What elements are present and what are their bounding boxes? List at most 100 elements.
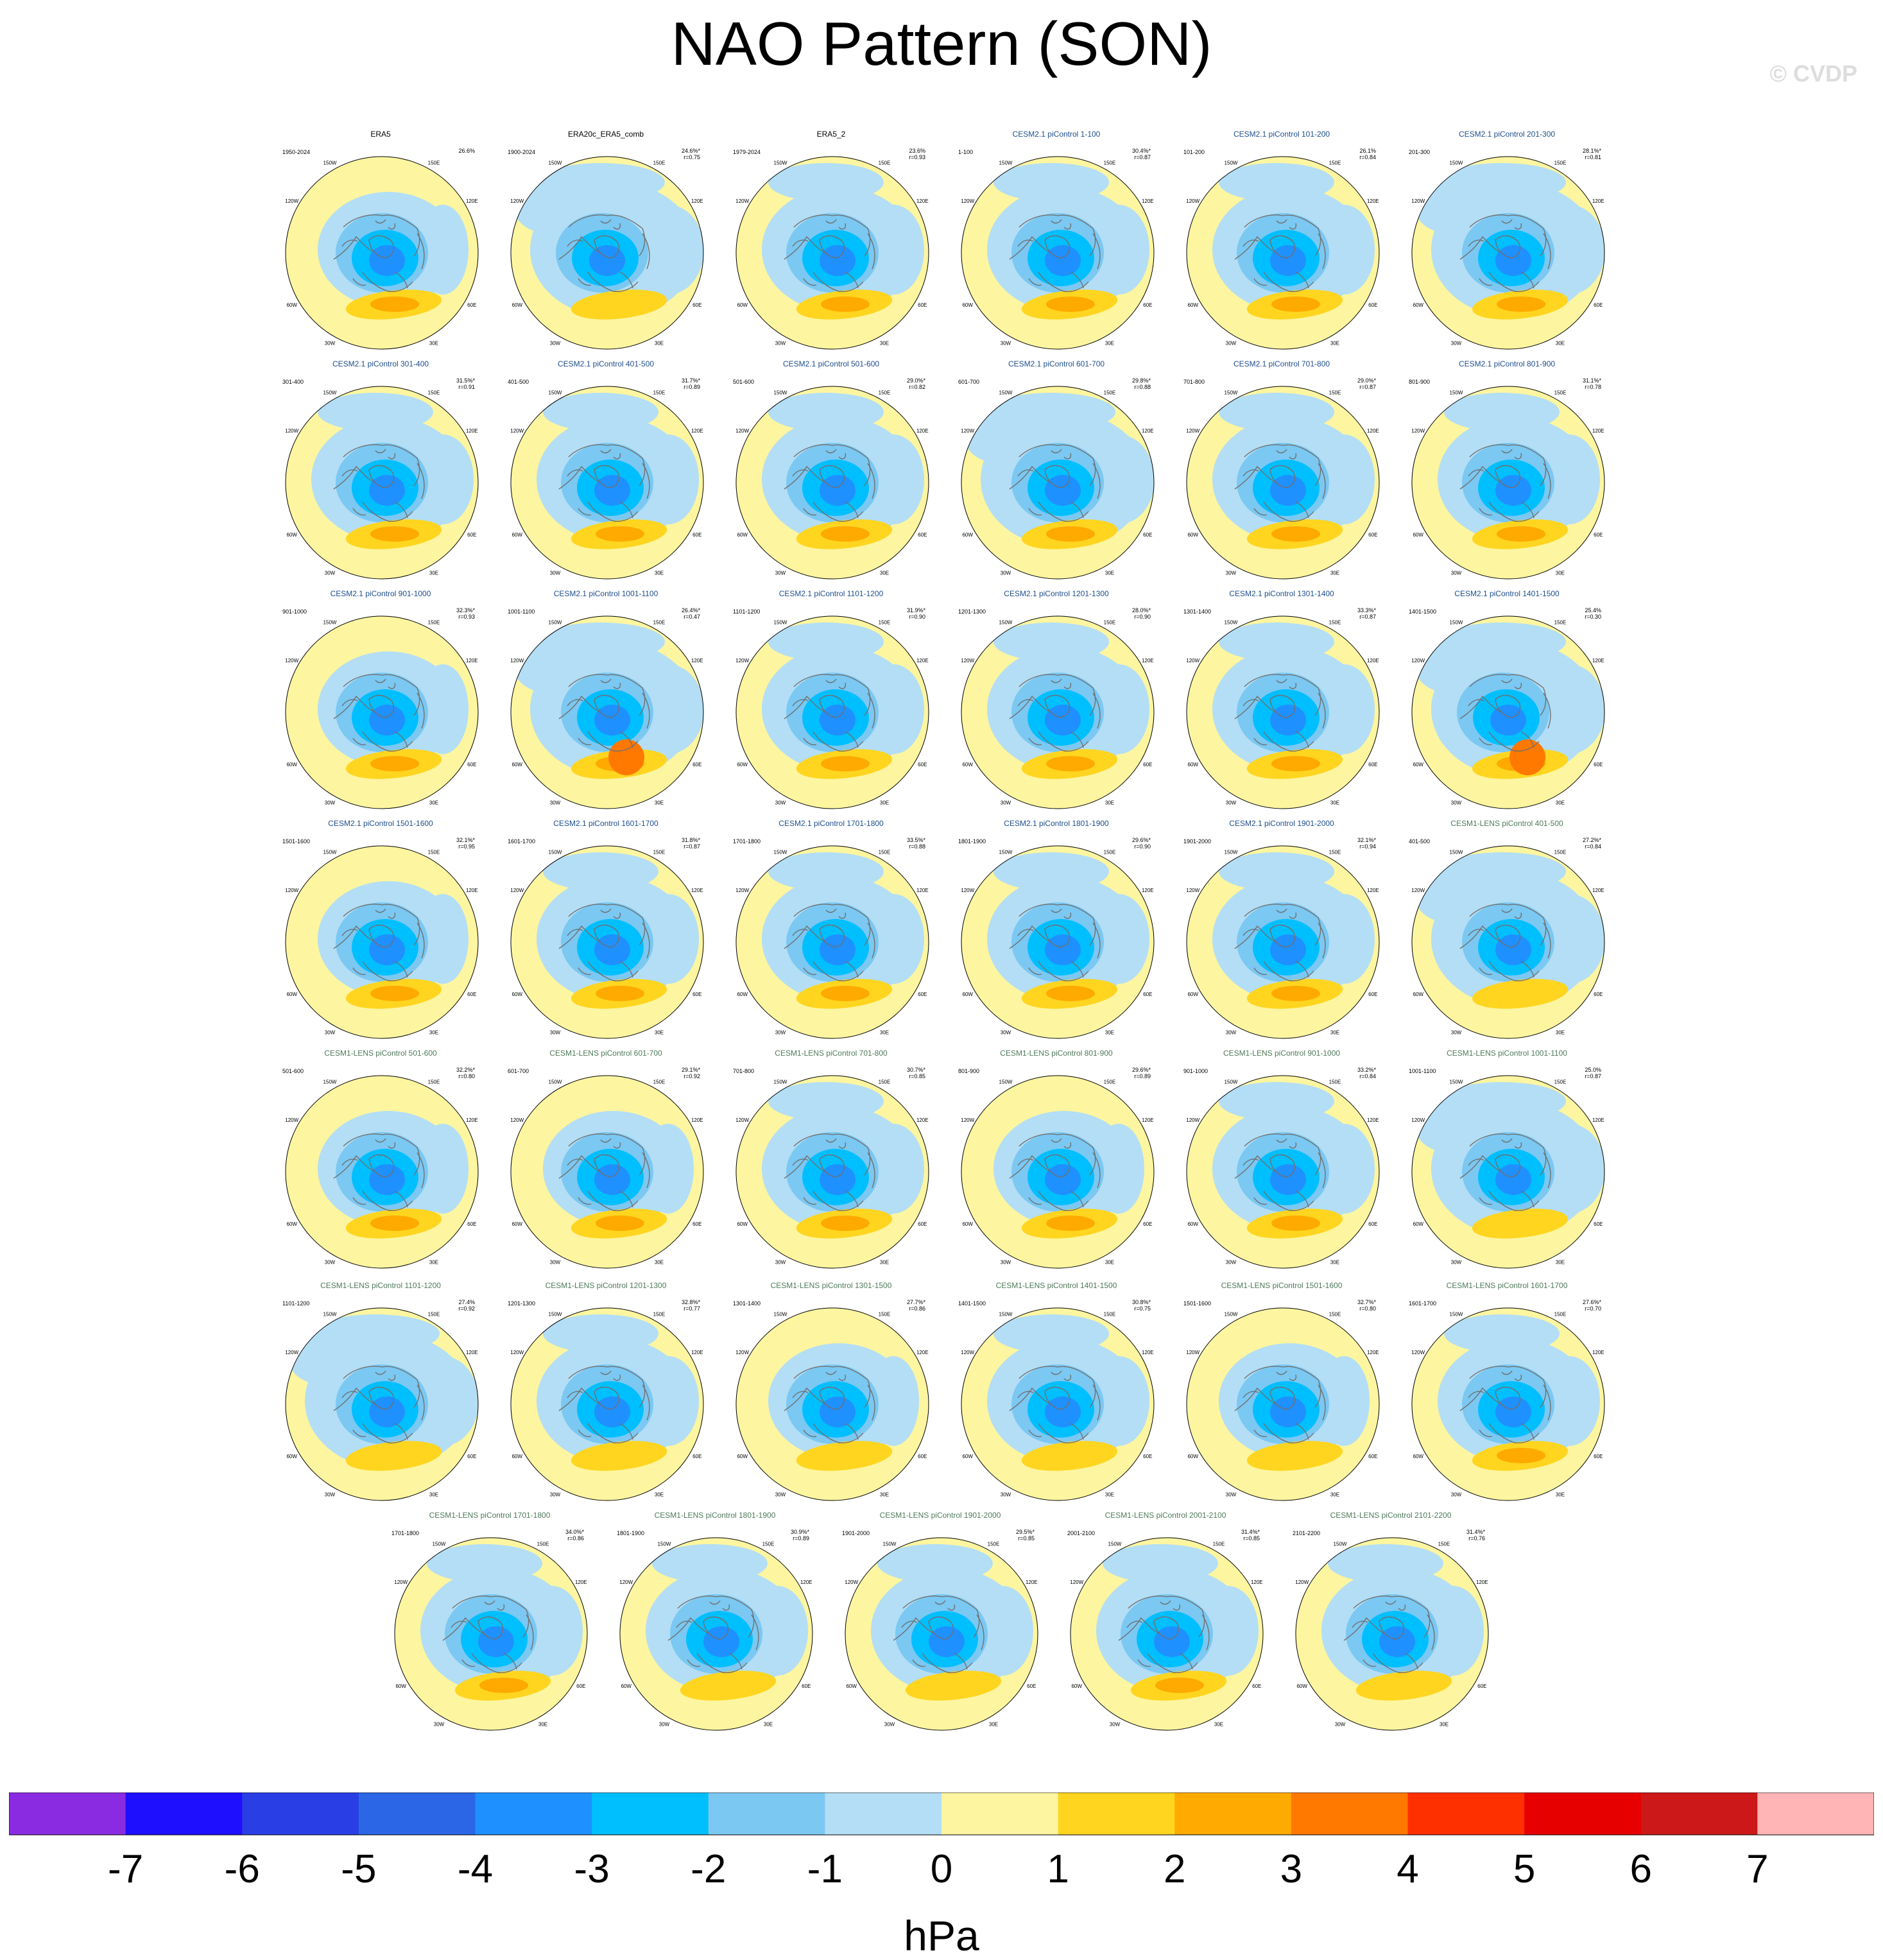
- map-border: [961, 386, 1155, 580]
- positive-anomaly-region: [370, 756, 419, 771]
- panel-pattern-correlation: r=0.77: [684, 1305, 700, 1312]
- panel-variance-stats: 31.5%* r=0.91: [456, 377, 475, 390]
- coastline: [934, 1600, 956, 1611]
- coastline: [793, 674, 871, 716]
- polar-map: 180150E120E90E60E30E030W60W90W120W150W: [1186, 1075, 1380, 1269]
- longitude-label: 150W: [1450, 850, 1463, 855]
- panel-years: 1979-2024: [733, 149, 761, 155]
- longitude-label: 120E: [916, 888, 929, 893]
- colorbar: -7 -6 -5 -4 -3 -2 -1 0 1 2 3 4 5 6 7: [9, 1792, 1874, 1891]
- polar-map: 180150E120E90E60E30E030W60W90W120W150W: [1411, 845, 1605, 1039]
- longitude-label: 150E: [988, 1542, 1000, 1547]
- coastline: [793, 214, 871, 257]
- colorbar-segment: [825, 1792, 942, 1835]
- panel-percent-variance: 31.9%*: [906, 607, 925, 614]
- longitude-label: 60E: [1143, 1221, 1152, 1227]
- negative-anomaly-core: [1045, 1164, 1081, 1195]
- longitude-label: 120E: [916, 428, 929, 434]
- positive-anomaly-region: [1246, 1441, 1343, 1471]
- colorbar-segment: [9, 1792, 126, 1835]
- longitude-label: 120W: [735, 888, 749, 893]
- negative-anomaly-region: [637, 434, 699, 524]
- longitude-label: 120W: [285, 888, 298, 893]
- negative-anomaly-region: [993, 163, 1109, 202]
- longitude-label: 30E: [880, 570, 889, 576]
- coastline: [1269, 1386, 1296, 1410]
- panel-title: CESM2.1 piControl 1201-1300: [1004, 589, 1109, 598]
- panel-variance-stats: 29.8%* r=0.88: [1132, 377, 1151, 390]
- negative-anomaly-region: [1318, 1356, 1370, 1446]
- negative-anomaly-region: [417, 894, 469, 984]
- coastline: [1459, 695, 1502, 719]
- polar-map: 180150E120E90E60E30E030W60W90W120W150W: [961, 156, 1155, 350]
- coastline: [600, 219, 621, 230]
- longitude-label: 120W: [510, 1350, 524, 1355]
- panel-years: 2101-2200: [1293, 1530, 1321, 1536]
- negative-anomaly-region: [863, 894, 924, 984]
- coastline: [1276, 678, 1297, 689]
- panel-percent-variance: 31.7%*: [681, 377, 700, 384]
- coastline: [1051, 1138, 1072, 1149]
- panel-title: CESM1-LENS piControl 1201-1300: [545, 1281, 667, 1290]
- coastline: [867, 692, 875, 729]
- coastline: [1479, 961, 1535, 978]
- negative-anomaly-region: [632, 205, 703, 295]
- panel-percent-variance: 32.2%*: [456, 1067, 475, 1073]
- coastline: [1019, 444, 1096, 486]
- longitude-label: 30E: [429, 340, 438, 346]
- longitude-label: 60W: [1413, 1454, 1423, 1459]
- coastline: [341, 469, 358, 477]
- longitude-label: 120W: [735, 658, 749, 664]
- longitude-label: 120W: [619, 1579, 633, 1585]
- map-border: [510, 845, 704, 1039]
- map-panel: CESM1-LENS piControl 901-1000 901-1000 33.…: [1182, 1049, 1381, 1269]
- coastline: [1234, 236, 1277, 260]
- panel-pattern-correlation: r=0.94: [1359, 843, 1376, 850]
- panel-percent-variance: 31.8%*: [681, 837, 700, 843]
- negative-anomaly-region: [768, 1082, 884, 1121]
- coastline: [867, 922, 875, 959]
- longitude-label: 60E: [1027, 1683, 1036, 1689]
- negative-anomaly-region: [1219, 1082, 1334, 1121]
- polar-map: 180150E120E90E60E30E030W60W90W120W150W: [285, 1307, 479, 1501]
- coastline: [594, 1154, 620, 1178]
- negative-anomaly-region: [1538, 1356, 1600, 1446]
- coastline: [333, 695, 376, 719]
- map-panel: CESM2.1 piControl 601-700 601-700 29.8%* r=…: [957, 359, 1156, 580]
- positive-anomaly-region: [1271, 297, 1320, 312]
- coastline: [417, 1152, 425, 1189]
- longitude-label: 30W: [775, 800, 786, 805]
- longitude-label: 30W: [550, 1259, 561, 1265]
- longitude-label: 30E: [1556, 1491, 1565, 1497]
- longitude-label: 150E: [653, 850, 666, 855]
- longitude-label: 30E: [1105, 800, 1114, 805]
- coastline: [1092, 463, 1101, 499]
- positive-anomaly-region: [1497, 297, 1545, 312]
- longitude-label: 30E: [1330, 800, 1339, 805]
- coastline: [1044, 1154, 1070, 1178]
- coastline: [928, 1616, 954, 1640]
- negative-anomaly-region: [863, 434, 924, 524]
- map-border: [1186, 156, 1380, 350]
- longitude-label: 30E: [1556, 340, 1565, 346]
- longitude-label: 150E: [879, 620, 891, 626]
- longitude-label: 120E: [916, 198, 929, 204]
- coastline: [1468, 929, 1484, 936]
- colorbar-tick-label: -3: [574, 1847, 610, 1891]
- coastline: [567, 1158, 583, 1166]
- coastline: [333, 1387, 376, 1411]
- colorbar-segment: [1640, 1792, 1758, 1835]
- panel-years: 501-600: [282, 1068, 304, 1074]
- panel-title: CESM2.1 piControl 1-100: [1012, 130, 1101, 139]
- longitude-label: 60E: [1143, 532, 1152, 538]
- negative-anomaly-region: [1415, 1101, 1486, 1153]
- negative-anomaly-core: [820, 705, 856, 735]
- longitude-label: 30E: [1105, 1491, 1114, 1497]
- panel-years: 1601-1700: [508, 838, 536, 845]
- longitude-label: 30E: [1105, 570, 1114, 576]
- polar-map: 180150E120E90E60E30E030W60W90W120W150W: [1186, 615, 1380, 809]
- longitude-label: 150W: [1450, 390, 1463, 396]
- panel-pattern-correlation: r=0.85: [1243, 1535, 1260, 1542]
- coastline: [1495, 924, 1521, 948]
- longitude-label: 120W: [510, 428, 524, 434]
